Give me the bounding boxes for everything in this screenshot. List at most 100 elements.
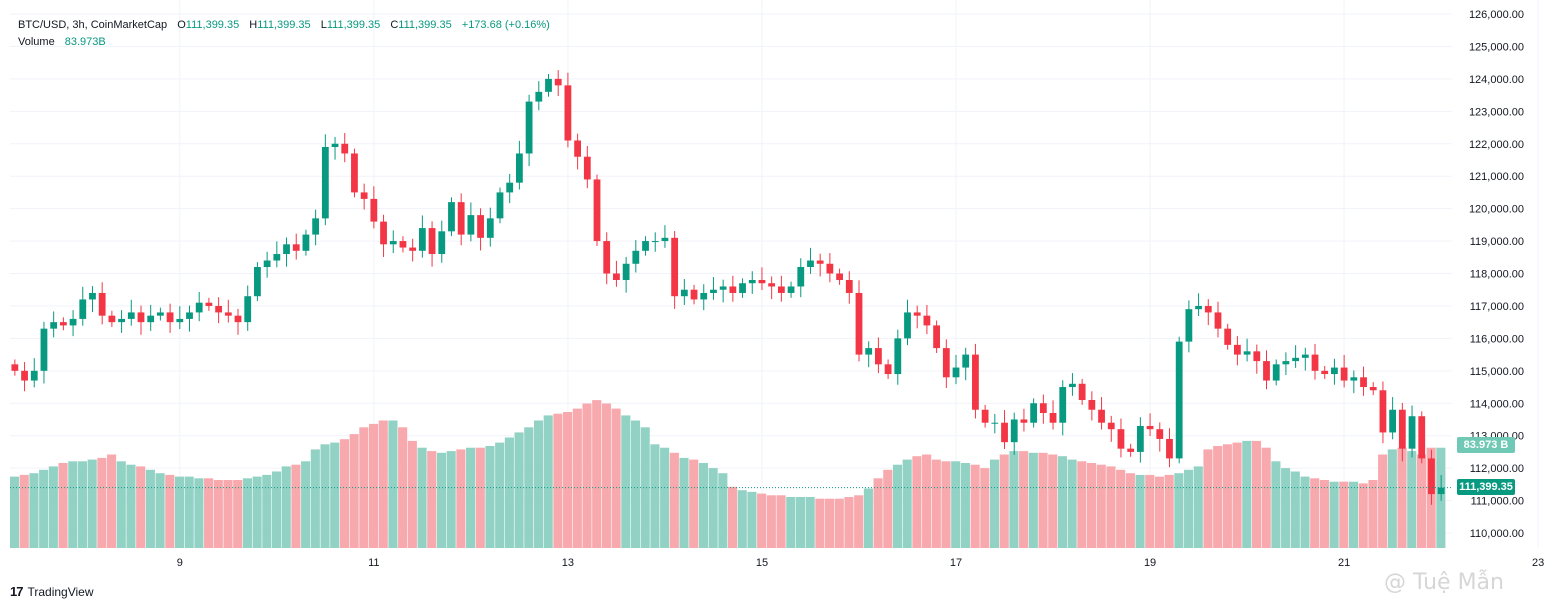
y-tick-label: 120,000.00	[1469, 204, 1524, 216]
volume-bar	[223, 480, 233, 548]
candle-body	[710, 289, 717, 293]
x-tick-label: 23	[1532, 557, 1544, 569]
x-tick-label: 15	[756, 557, 768, 569]
volume-bar	[1339, 481, 1349, 548]
symbol-label[interactable]: BTC/USD, 3h, CoinMarketCap	[18, 19, 168, 31]
candle-body	[1233, 344, 1241, 355]
volume-bar	[892, 464, 903, 548]
volume-bar	[1397, 447, 1407, 548]
volume-bar	[912, 456, 922, 548]
volume-bar	[960, 463, 970, 548]
volume-bar	[359, 427, 369, 548]
ohlc-row: BTC/USD, 3h, CoinMarketCap O111,399.35 H…	[18, 17, 550, 34]
volume-bar	[757, 493, 767, 548]
candle-body	[972, 354, 979, 410]
candle-body	[894, 338, 902, 375]
x-tick-label: 11	[368, 557, 379, 569]
candle-body	[1331, 367, 1338, 375]
candle-body	[98, 292, 106, 316]
volume-bar	[747, 491, 757, 548]
volume-bar	[1416, 454, 1426, 548]
candle-body	[312, 218, 320, 235]
candle-body	[428, 228, 436, 255]
volume-bar	[669, 452, 679, 548]
volume-bar	[427, 451, 437, 548]
tradingview-logo[interactable]: 17 TradingView	[10, 584, 94, 599]
watermark: @ Tuệ Mẫn	[1384, 570, 1504, 595]
candle-body	[467, 215, 475, 235]
volume-bar	[621, 415, 631, 548]
candle-body	[331, 143, 339, 147]
volume-bar	[388, 420, 398, 548]
volume-bar	[369, 423, 379, 548]
candle-body	[632, 250, 640, 264]
x-tick-label: 21	[1338, 557, 1350, 569]
volume-price-badge: 83.973 B	[1457, 437, 1515, 453]
candle-body	[748, 279, 756, 284]
candle-body	[1107, 422, 1115, 430]
volume-bar	[1222, 444, 1232, 548]
volume-bar	[1077, 461, 1087, 548]
volume-bar	[136, 466, 146, 548]
candle-body	[321, 146, 329, 219]
candle-body	[768, 283, 776, 287]
volume-bar	[301, 461, 311, 548]
volume-bar	[1174, 473, 1184, 548]
volume-bar	[1213, 446, 1223, 548]
volume-bar	[252, 476, 262, 548]
candle-body	[942, 348, 950, 378]
candle-body	[118, 318, 125, 323]
volume-bar	[873, 478, 883, 548]
change-value: +173.68 (+0.16%)	[461, 19, 550, 31]
volume-bar	[524, 427, 534, 548]
volume-bar	[495, 442, 505, 548]
volume-bar	[291, 464, 301, 548]
x-tick-label: 13	[562, 557, 574, 569]
candle-body	[254, 267, 261, 297]
volume-bar	[582, 403, 592, 548]
candle-body	[554, 78, 562, 86]
candle-body	[59, 322, 67, 326]
volume-bar	[184, 476, 194, 548]
candle-body	[1195, 305, 1202, 310]
volume-bar	[407, 440, 417, 548]
volume-bar	[611, 408, 621, 548]
candle-body	[195, 302, 203, 313]
volume-bar	[1184, 469, 1194, 548]
y-tick-label: 124,000.00	[1469, 74, 1524, 86]
volume-bar	[1019, 451, 1029, 548]
candle-body	[486, 218, 494, 238]
y-tick-label: 115,000.00	[1470, 366, 1524, 378]
volume-bar	[543, 415, 553, 548]
volume-bar	[116, 461, 126, 548]
candle-body	[11, 364, 19, 371]
candle-body	[506, 182, 514, 193]
close-label: C	[390, 19, 399, 31]
candle-body	[156, 312, 164, 316]
y-tick-label: 116,000.00	[1470, 333, 1524, 345]
candle-body	[1224, 328, 1232, 345]
candle-body	[1039, 403, 1047, 413]
y-tick-label: 126,000.00	[1469, 9, 1524, 21]
y-tick-label: 125,000.00	[1469, 41, 1524, 53]
candle-body	[807, 260, 814, 268]
volume-bar	[48, 466, 58, 548]
candle-body	[1098, 409, 1105, 423]
volume-bar	[640, 427, 650, 548]
volume-bar	[320, 444, 330, 548]
volume-bar	[980, 468, 990, 548]
volume-bar	[1251, 440, 1262, 548]
candle-body	[40, 328, 48, 371]
volume-bar	[698, 463, 708, 548]
volume-bar	[310, 449, 320, 548]
candle-body	[1185, 309, 1193, 342]
volume-bar	[1358, 483, 1368, 548]
y-tick-label: 114,000.00	[1470, 398, 1524, 410]
candle-body	[700, 292, 708, 300]
volume-bar	[10, 476, 20, 548]
volume-bar	[854, 495, 864, 548]
volume-bar	[776, 495, 786, 548]
volume-bar	[1290, 471, 1300, 548]
volume-label[interactable]: Volume	[18, 36, 55, 48]
